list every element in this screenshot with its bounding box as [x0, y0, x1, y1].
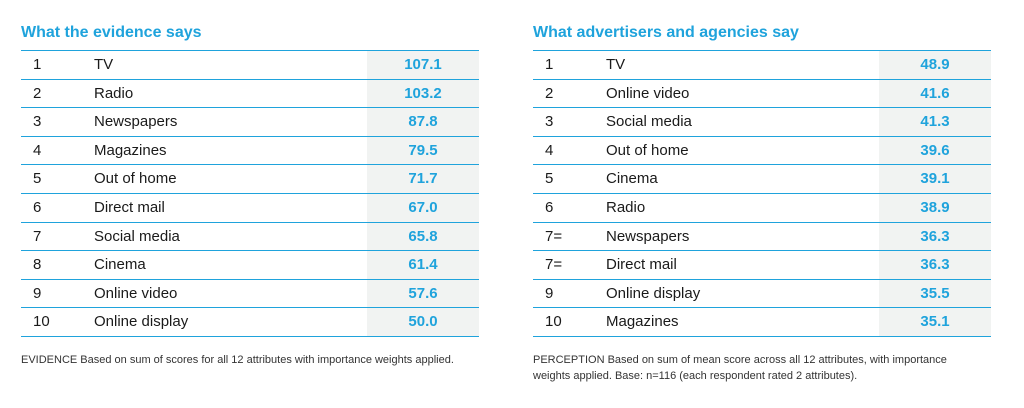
table-row: 5 Out of home 71.7	[21, 165, 479, 194]
media-name-cell: Cinema	[606, 170, 658, 188]
media-name-cell: Newspapers	[606, 227, 690, 245]
score-cell: 35.1	[879, 308, 991, 336]
score-cell: 87.8	[367, 108, 479, 136]
media-name-cell: Radio	[606, 198, 646, 216]
table-row: 8 Cinema 61.4	[21, 251, 479, 280]
score-cell: 35.5	[879, 279, 991, 308]
media-name-cell: Online display	[94, 313, 189, 331]
table-row: 9 Online display 35.5	[533, 279, 991, 309]
media-name-cell: Online display	[606, 284, 701, 302]
rank-cell: 3	[33, 113, 42, 131]
media-name-cell: Radio	[94, 84, 134, 102]
rank-cell: 10	[33, 313, 50, 331]
table-row: 4 Out of home 39.6	[533, 136, 991, 166]
media-name-cell: Direct mail	[94, 198, 165, 216]
table-row: 5 Cinema 39.1	[533, 165, 991, 194]
rank-cell: 4	[33, 141, 42, 159]
rank-cell: 4	[545, 141, 554, 159]
table-row: 3 Newspapers 87.8	[21, 108, 479, 137]
table-row: 6 Direct mail 67.0	[21, 193, 479, 223]
score-cell: 61.4	[367, 251, 479, 279]
evidence-title: What the evidence says	[21, 24, 202, 41]
score-cell: 36.3	[879, 222, 991, 251]
media-name-cell: Online video	[606, 84, 690, 102]
score-cell: 39.6	[879, 136, 991, 165]
score-cell: 39.1	[879, 165, 991, 193]
media-name-cell: Social media	[94, 227, 180, 245]
table-row: 10 Magazines 35.1	[533, 308, 991, 337]
perception-note: PERCEPTION Based on sum of mean score ac…	[533, 354, 947, 382]
media-name-cell: Social media	[606, 113, 692, 131]
score-cell: 41.3	[879, 108, 991, 136]
score-cell: 71.7	[367, 165, 479, 193]
table-row: 7 Social media 65.8	[21, 222, 479, 252]
media-name-cell: Out of home	[606, 141, 689, 159]
rank-cell: 10	[545, 313, 562, 331]
score-cell: 36.3	[879, 251, 991, 279]
table-row: 3 Social media 41.3	[533, 108, 991, 137]
media-name-cell: Newspapers	[94, 113, 178, 131]
table-row: 4 Magazines 79.5	[21, 136, 479, 166]
rank-cell: 7=	[545, 227, 563, 245]
rank-cell: 3	[545, 113, 554, 131]
rank-cell: 9	[545, 284, 554, 302]
media-name-cell: Magazines	[94, 141, 167, 159]
score-cell: 48.9	[879, 51, 991, 79]
rank-cell: 2	[33, 84, 42, 102]
rank-cell: 1	[545, 56, 554, 73]
rank-cell: 5	[33, 170, 42, 188]
score-cell: 103.2	[367, 79, 479, 108]
score-cell: 38.9	[879, 193, 991, 222]
rank-cell: 6	[545, 198, 554, 216]
media-name-cell: Out of home	[94, 170, 177, 188]
table-row: 9 Online video 57.6	[21, 279, 479, 309]
table-row: 1 TV 48.9	[533, 51, 991, 80]
rank-cell: 8	[33, 256, 42, 274]
score-cell: 50.0	[367, 308, 479, 336]
rank-cell: 7	[33, 227, 42, 245]
table-row: 10 Online display 50.0	[21, 308, 479, 337]
score-cell: 57.6	[367, 279, 479, 308]
score-cell: 107.1	[367, 51, 479, 79]
score-cell: 41.6	[879, 79, 991, 108]
evidence-note: EVIDENCE Based on sum of scores for all …	[21, 354, 454, 366]
perception-table: 1 TV 48.9 2 Online video 41.6 3 Social media 41.…	[533, 50, 991, 337]
score-cell: 79.5	[367, 136, 479, 165]
rank-cell: 9	[33, 284, 42, 302]
media-name-cell: Magazines	[606, 313, 679, 331]
media-name-cell: Cinema	[94, 256, 146, 274]
table-row: 2 Online video 41.6	[533, 79, 991, 109]
score-cell: 67.0	[367, 193, 479, 222]
table-row: 7= Newspapers 36.3	[533, 222, 991, 252]
rank-cell: 1	[33, 56, 42, 73]
evidence-table: 1 TV 107.1 2 Radio 103.2 3 Newspapers 87.8 4 Magaz…	[21, 50, 479, 337]
perception-title: What advertisers and agencies say	[533, 24, 799, 41]
media-name-cell: Online video	[94, 284, 178, 302]
rank-cell: 7=	[545, 256, 563, 274]
rank-cell: 2	[545, 84, 554, 102]
media-name-cell: TV	[606, 56, 626, 73]
table-row: 7= Direct mail 36.3	[533, 251, 991, 280]
table-row: 2 Radio 103.2	[21, 79, 479, 109]
score-cell: 65.8	[367, 222, 479, 251]
table-row: 1 TV 107.1	[21, 51, 479, 80]
rank-cell: 6	[33, 198, 42, 216]
table-row: 6 Radio 38.9	[533, 193, 991, 223]
media-name-cell: Direct mail	[606, 256, 677, 274]
media-name-cell: TV	[94, 56, 114, 73]
rank-cell: 5	[545, 170, 554, 188]
